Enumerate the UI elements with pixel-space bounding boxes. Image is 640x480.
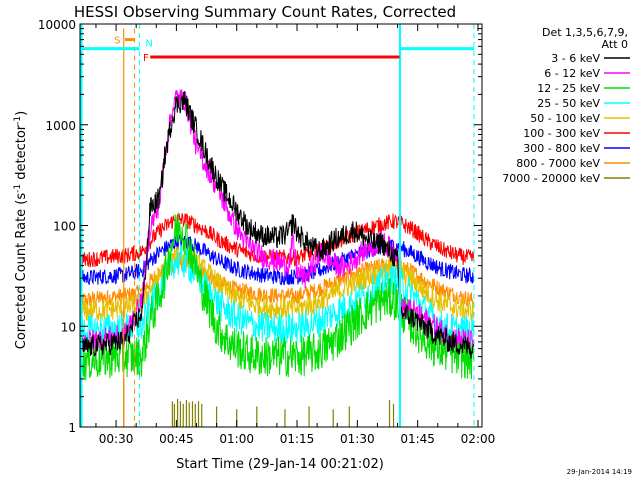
series-line-300-800-kev-segment-3 <box>399 240 475 284</box>
y-tick-label: 1000 <box>45 119 76 133</box>
legend-label-6-12-kev: 6 - 12 keV <box>544 67 600 80</box>
y-tick-label: 1 <box>68 421 76 435</box>
series-line-300-800-kev-segment-1 <box>79 267 124 286</box>
legend: Det 1,3,5,6,7,9, Att 0 3 - 6 keV 6 - 12 k… <box>502 26 630 185</box>
series-line-100-300-kev-segment-1 <box>79 248 124 268</box>
x-tick-label: 02:00 <box>461 432 496 446</box>
flare-label: F <box>143 53 149 64</box>
x-axis-label: Start Time (29-Jan-14 00:21:02) <box>176 457 384 472</box>
x-tick-label: 01:45 <box>400 432 435 446</box>
series-line-3-6-kev-segment-3 <box>399 304 475 359</box>
series-line-300-800-kev-segment-2 <box>123 234 401 286</box>
y-tick-label: 10000 <box>38 18 76 32</box>
x-tick-label: 00:30 <box>99 432 134 446</box>
legend-label-25-50-kev: 25 - 50 keV <box>537 97 600 110</box>
plot-area: S FN 00:30 00:45 01:00 01:15 01:30 01:45 02:00 1… <box>38 18 495 446</box>
y-label-sup2: -1 <box>13 116 23 125</box>
series-7000-20000-kev <box>123 378 395 427</box>
y-label-mid: detector <box>14 124 29 184</box>
series-line-3-6-kev-segment-2 <box>123 91 401 349</box>
legend-label-12-25-kev: 12 - 25 keV <box>537 82 600 95</box>
legend-label-7000-20000-kev: 7000 - 20000 keV <box>502 172 600 185</box>
x-tick-label: 01:30 <box>340 432 375 446</box>
axis-layer: 00:30 00:45 01:00 01:15 01:30 01:45 02:00 1 10 10… <box>38 18 495 446</box>
series-line-25-50-kev-segment-1 <box>79 313 124 347</box>
x-tick-label: 01:00 <box>219 432 254 446</box>
x-tick-label: 01:15 <box>280 432 315 446</box>
y-label-main: Corrected Count Rate (s <box>14 193 29 350</box>
legend-label-800-7000-kev: 800 - 7000 keV <box>516 157 600 170</box>
series-3-6-kev <box>79 91 475 359</box>
y-tick-label: 100 <box>53 220 76 234</box>
legend-header-detectors: Det 1,3,5,6,7,9, <box>542 26 628 39</box>
series-line-12-25-kev-segment-2 <box>123 212 401 378</box>
legend-label-50-100-kev: 50 - 100 keV <box>530 112 600 125</box>
legend-label-100-300-kev: 100 - 300 keV <box>523 127 600 140</box>
series-300-800-kev <box>79 234 475 286</box>
y-tick-label: 10 <box>61 320 76 334</box>
saa-label: S <box>114 36 120 47</box>
plot-timestamp: 29-Jan-2014 14:19 <box>567 468 632 476</box>
series-line-50-100-kev-segment-1 <box>79 298 124 323</box>
chart-title: HESSI Observing Summary Count Rates, Cor… <box>74 3 456 21</box>
y-label-end: ) <box>14 111 29 116</box>
series-layer <box>79 89 475 427</box>
series-line-3-6-kev-segment-1 <box>79 331 124 357</box>
legend-header-attenuator: Att 0 <box>602 38 628 51</box>
y-label-sup1: -1 <box>13 184 23 193</box>
series-line-50-100-kev-segment-3 <box>399 262 475 323</box>
series-line-100-300-kev-segment-3 <box>399 215 475 265</box>
plot-frame <box>79 23 483 428</box>
y-axis-label: Corrected Count Rate (s-1 detector-1) <box>13 111 29 349</box>
legend-label-3-6-kev: 3 - 6 keV <box>551 52 600 65</box>
x-tick-label: 00:45 <box>159 432 194 446</box>
series-line-12-25-kev-segment-1 <box>79 335 124 381</box>
legend-label-300-800-kev: 300 - 800 keV <box>523 142 600 155</box>
night-label: N <box>145 39 152 50</box>
series-line-800-7000-kev-segment-3 <box>399 257 475 307</box>
series-line-6-12-kev-segment-2 <box>123 89 401 342</box>
series-line-800-7000-kev-segment-1 <box>79 288 124 306</box>
